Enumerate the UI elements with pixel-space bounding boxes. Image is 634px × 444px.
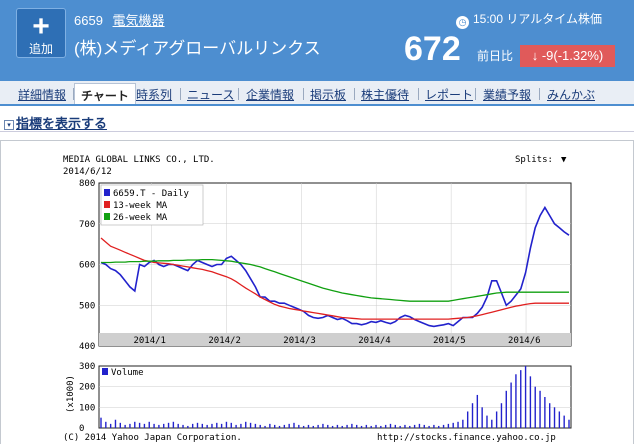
splits-label: Splits: — [515, 155, 553, 165]
tab-bar: 詳細情報 チャート 時系列 ニュース 企業情報 掲示板 株主優待 レポート 業績… — [0, 81, 634, 106]
tab-divider — [180, 88, 181, 100]
price-series — [100, 205, 570, 328]
tab-divider — [539, 88, 540, 100]
current-price: 672 — [404, 30, 461, 68]
tab-company-info[interactable]: 企業情報 — [246, 88, 295, 102]
tab-details[interactable]: 詳細情報 — [18, 88, 67, 102]
x-tick-label: 2014/3 — [283, 336, 316, 346]
legend-ma26: 26-week MA — [113, 213, 168, 223]
volume-grid — [99, 386, 571, 408]
realtime-label: ◷ 15:00 リアルタイム株価 — [456, 10, 602, 29]
legend-swatch-ma26 — [104, 213, 110, 220]
chart-frame: MEDIA GLOBAL LINKS CO., LTD. 2014/6/12 S… — [0, 140, 634, 444]
volume-tick-label: 0 — [79, 424, 84, 434]
y-tick-label: 700 — [79, 220, 95, 230]
splits-dropdown-icon[interactable]: ▼ — [561, 155, 567, 165]
tab-divider — [238, 88, 239, 100]
price-change: -9(-1.32%) — [541, 48, 604, 63]
x-tick-label: 2014/1 — [133, 336, 166, 346]
x-axis-band-bg — [99, 333, 571, 346]
volume-legend: Volume — [111, 368, 144, 378]
expand-icon: ▾ — [4, 120, 14, 130]
legend-ma13: 13-week MA — [113, 201, 168, 211]
ma13-line — [100, 237, 569, 320]
tab-reports[interactable]: レポート — [425, 88, 474, 102]
volume-tick-label: 100 — [79, 403, 95, 413]
tab-timeseries[interactable]: 時系列 — [136, 88, 173, 102]
tab-divider — [354, 88, 355, 100]
tab-divider — [418, 88, 419, 100]
tab-divider — [475, 88, 476, 100]
chart-header-date: 2014/6/12 — [63, 167, 112, 177]
x-tick-label: 2014/2 — [208, 336, 241, 346]
show-indicators-label: 指標を表示する — [16, 116, 108, 131]
industry-link[interactable]: 電気機器 — [112, 13, 165, 28]
volume-plot-area — [98, 365, 572, 429]
y-tick-label: 600 — [79, 261, 95, 271]
stock-code-line: 6659 電気機器 — [74, 10, 165, 29]
volume-tick-label: 200 — [79, 383, 95, 393]
price-line — [100, 205, 570, 328]
show-indicators-link[interactable]: ▾ 指標を表示する — [4, 113, 107, 132]
tab-minkabu[interactable]: みんかぶ — [547, 88, 596, 102]
x-axis-band: 2014/1 2014/2 2014/3 2014/4 2014/5 2014/6 — [99, 333, 571, 346]
realtime-text: 15:00 リアルタイム株価 — [473, 12, 603, 26]
y-tick-label: 800 — [79, 179, 95, 189]
volume-y-axis: 0 100 200 300 — [79, 362, 95, 434]
ma26-line — [101, 258, 569, 302]
tab-divider — [73, 88, 74, 100]
tab-chart[interactable]: チャート — [74, 83, 136, 104]
price-y-axis: 400 500 600 700 800 — [79, 179, 95, 352]
tab-shareholder-benefits[interactable]: 株主優待 — [361, 88, 410, 102]
y-tick-label: 500 — [79, 301, 95, 311]
plus-icon: + — [32, 10, 50, 43]
x-tick-label: 2014/4 — [358, 336, 391, 346]
legend-price: 6659.T - Daily — [113, 189, 189, 199]
legend-swatch-volume — [102, 368, 108, 375]
tab-divider — [303, 88, 304, 100]
legend-swatch-ma13 — [104, 201, 110, 208]
x-tick-label: 2014/6 — [508, 336, 541, 346]
x-tick-label: 2014/5 — [433, 336, 466, 346]
stock-code: 6659 — [74, 13, 103, 28]
tab-message-board[interactable]: 掲示板 — [310, 88, 347, 102]
legend-swatch-price — [104, 189, 110, 196]
volume-axis-label: (x1000) — [66, 375, 76, 413]
add-button-label: 追加 — [28, 42, 53, 56]
y-tick-label: 400 — [79, 342, 95, 352]
tab-forecast[interactable]: 業績予報 — [483, 88, 532, 102]
chart-footer-url[interactable]: http://stocks.finance.yahoo.co.jp — [377, 433, 556, 443]
tab-news[interactable]: ニュース — [187, 88, 235, 102]
down-arrow-icon: ↓ — [531, 48, 542, 63]
company-name: (株)メディアグローバルリンクス — [74, 39, 321, 58]
chart-header-title: MEDIA GLOBAL LINKS CO., LTD. — [63, 155, 215, 165]
price-legend: 6659.T - Daily 13-week MA 26-week MA — [100, 184, 204, 226]
legend-box — [100, 184, 204, 226]
indicator-bar: ▾ 指標を表示する — [0, 108, 634, 132]
prev-day-label: 前日比 — [477, 49, 514, 63]
price-change-badge: ↓ -9(-1.32%) — [520, 45, 615, 67]
volume-bars — [100, 366, 570, 428]
clock-icon: ◷ — [456, 16, 469, 29]
stock-header: + 追加 6659 電気機器 (株)メディアグローバルリンクス ◷ 15:00 リ… — [0, 0, 634, 81]
stock-chart: MEDIA GLOBAL LINKS CO., LTD. 2014/6/12 S… — [63, 155, 572, 443]
add-to-portfolio-button[interactable]: + 追加 — [16, 8, 66, 58]
chart-footer-copyright: (C) 2014 Yahoo Japan Corporation. — [63, 433, 242, 443]
volume-tick-label: 300 — [79, 362, 95, 372]
